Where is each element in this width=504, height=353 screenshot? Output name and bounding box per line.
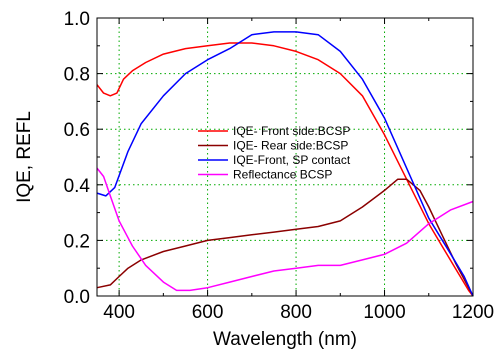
grid	[97, 18, 473, 296]
y-tick-label: 0.2	[64, 231, 90, 252]
x-tick-label: 800	[280, 302, 312, 323]
x-tick-label: 1200	[452, 302, 494, 323]
y-tick-label: 0.0	[64, 287, 90, 308]
x-tick-label: 600	[192, 302, 224, 323]
legend-label-1: IQE- Front side:BCSP	[233, 124, 350, 138]
ticks: 400 600 800 1000 1200 0.0 0.2 0.4 0.6 0.8 1.0	[64, 9, 495, 323]
y-tick-label: 0.4	[64, 176, 91, 197]
x-axis-title: Wavelength (nm)	[213, 329, 357, 350]
series-line-1	[96, 42, 474, 297]
y-axis-title: IQE, REFL	[14, 111, 35, 203]
series-line-3	[96, 31, 474, 297]
legend-label-4: Reflectance BCSP	[233, 168, 332, 182]
legend-label-3: IQE-Front, SP contact	[233, 153, 351, 167]
y-tick-label: 0.6	[64, 120, 90, 141]
x-tick-label: 400	[103, 302, 135, 323]
y-tick-label: 1.0	[64, 9, 90, 30]
y-tick-label: 0.8	[64, 65, 90, 86]
series-line-4	[96, 167, 474, 292]
series-line-2	[96, 178, 474, 297]
x-tick-label: 1000	[363, 302, 405, 323]
series-layer	[96, 31, 474, 297]
legend-label-2: IQE- Rear side:BCSP	[233, 139, 348, 153]
